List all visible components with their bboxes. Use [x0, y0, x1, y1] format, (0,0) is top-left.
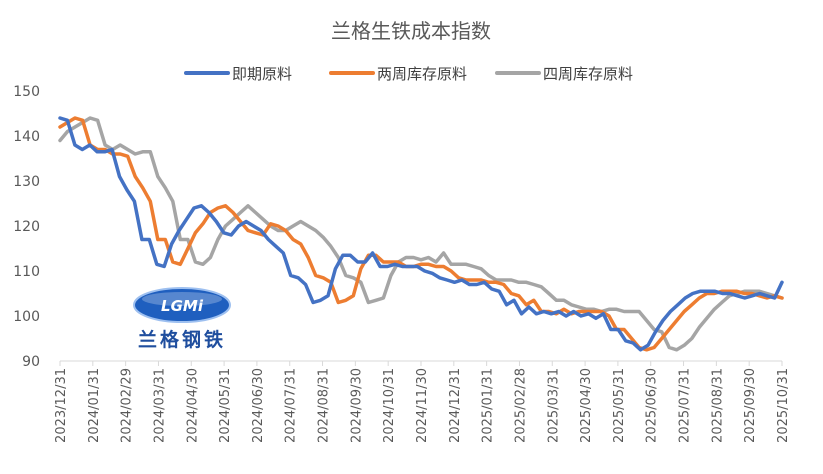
- lgmi-logo: LGMi 兰格钢铁: [133, 287, 231, 351]
- y-tick-label: 100: [13, 309, 40, 325]
- x-tick-label: 2024/03/31: [152, 368, 167, 443]
- y-tick-label: 140: [13, 129, 40, 145]
- x-tick-label: 2025/03/31: [546, 368, 561, 443]
- x-tick-label: 2024/11/30: [415, 368, 430, 443]
- y-tick-label: 90: [22, 354, 40, 370]
- y-tick-label: 110: [13, 264, 40, 280]
- x-tick-label: 2024/09/30: [349, 368, 364, 443]
- x-tick-label: 2024/07/31: [284, 368, 299, 443]
- x-tick-label: 2024/02/29: [120, 368, 135, 443]
- x-tick-label: 2025/02/28: [513, 368, 528, 443]
- x-tick-label: 2024/05/31: [218, 368, 233, 443]
- series-line-1: [58, 116, 784, 352]
- y-tick-label: 130: [13, 174, 40, 190]
- y-axis: 90 100 110 120 130 140 150: [13, 84, 40, 370]
- y-tick-label: 120: [13, 219, 40, 235]
- x-tick-label: 2025/08/31: [710, 368, 725, 443]
- x-tick-label: 2024/06/30: [251, 368, 266, 443]
- logo-ellipse-shine: [142, 292, 222, 306]
- chart-title: 兰格生铁成本指数: [331, 19, 491, 43]
- x-tick-label: 2024/08/31: [317, 368, 332, 443]
- x-tick-label: 2024/01/31: [87, 368, 102, 443]
- legend-label-2: 四周库存原料: [543, 65, 633, 83]
- logo-ellipse: [133, 287, 231, 323]
- legend-label-1: 两周库存原料: [377, 65, 467, 83]
- x-tick-label: 2025/07/31: [678, 368, 693, 443]
- x-tick-label: 2024/12/31: [448, 368, 463, 443]
- x-tick-label: 2025/06/30: [645, 368, 660, 443]
- legend: 即期原料 两周库存原料 四周库存原料: [184, 65, 633, 83]
- x-tick-label: 2024/10/31: [382, 368, 397, 443]
- x-tick-label: 2023/12/31: [54, 368, 69, 443]
- series-group: [58, 116, 784, 352]
- logo-chinese-text: 兰格钢铁: [138, 328, 226, 351]
- x-tick-label: 2025/10/31: [776, 368, 791, 443]
- y-tick-label: 150: [13, 84, 40, 100]
- logo-text: LGMi: [161, 297, 204, 315]
- x-tick-label: 2025/09/30: [743, 368, 758, 443]
- x-axis: 2023/12/31 2024/01/31 2024/02/29 2024/03/31…: [54, 360, 791, 443]
- x-tick-label: 2025/01/31: [481, 368, 496, 443]
- x-tick-label: 2024/04/30: [185, 368, 200, 443]
- series-line-0: [58, 116, 784, 352]
- legend-label-0: 即期原料: [232, 65, 292, 83]
- x-tick-label: 2025/04/30: [579, 368, 594, 443]
- series-line-2: [58, 116, 784, 352]
- x-tick-label: 2025/05/31: [612, 368, 627, 443]
